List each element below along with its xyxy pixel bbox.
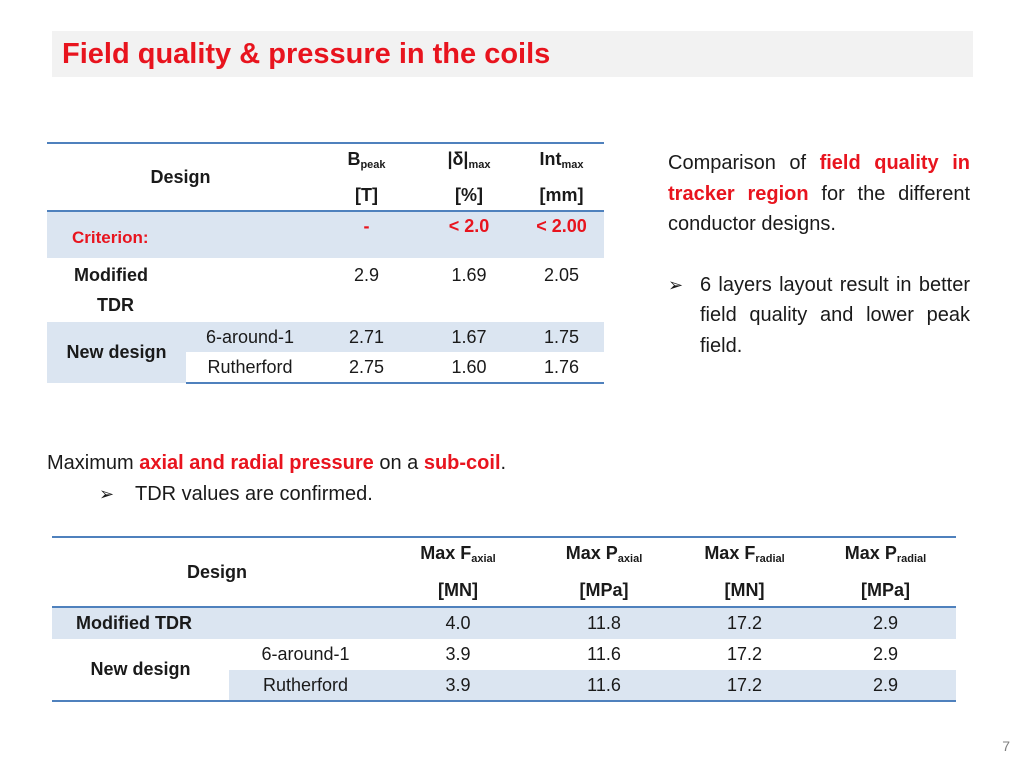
bullet-point: ➢ 6 layers layout result in better field… — [668, 270, 970, 362]
table-cell: 1.75 — [543, 326, 580, 347]
pressure-sentence: Maximum axial and radial pressure on a s… — [47, 452, 507, 474]
table-cell: 2.71 — [348, 326, 385, 347]
bullet-point: ➢ TDR values are confirmed. — [47, 479, 506, 510]
table-cell: 3.9 — [382, 670, 534, 702]
table-cell: 17.2 — [726, 644, 763, 664]
page-number: 7 — [1002, 738, 1010, 754]
table-cell: 2.9 — [815, 670, 956, 702]
variant-label: Rutherford — [186, 352, 314, 384]
variant-label: 6-around-1 — [205, 326, 295, 347]
table-cell: 1.67 — [451, 326, 487, 347]
row-label: Modified TDR — [76, 613, 192, 633]
criterion-label: Criterion: — [72, 228, 149, 247]
table-cell: 11.6 — [534, 670, 674, 702]
column-header: |δ|max [%] — [419, 142, 519, 212]
column-header: Bpeak [T] — [314, 142, 419, 212]
column-header: Intmax [mm] — [519, 142, 604, 212]
field-quality-table: Design Bpeak [T] |δ|max [%] Intmax [mm] Cri… — [47, 142, 604, 384]
row-label: New design — [47, 322, 186, 383]
column-header: Max Paxial [MPa] — [534, 536, 674, 608]
table-cell: 2.75 — [314, 352, 419, 384]
table-cell: < 2.00 — [536, 216, 587, 236]
table-cell: 4.0 — [445, 613, 471, 633]
pressure-table: Design Max Faxial [MN] Max Paxial [MPa] Ma… — [52, 536, 956, 702]
table-cell: 1.69 — [451, 265, 487, 285]
table-cell: 2.9 — [872, 613, 899, 633]
arrow-bullet-icon: ➢ — [99, 484, 115, 504]
bullet-text: TDR values are confirmed. — [135, 483, 373, 505]
table-row: New design 6-around-1 3.9 11.6 17.2 2.9 — [52, 639, 956, 702]
criterion-row: Criterion: - < 2.0 < 2.00 — [47, 211, 604, 258]
variant-label: 6-around-1 — [261, 644, 350, 664]
page-title: Field quality & pressure in the coils — [62, 38, 551, 70]
table-header-row: Design Max Faxial [MN] Max Paxial [MPa] Ma… — [52, 536, 956, 608]
variant-label: Rutherford — [229, 670, 382, 702]
design-header: Design — [47, 142, 314, 212]
row-label: New design — [52, 639, 229, 702]
table-cell: 1.60 — [419, 352, 519, 384]
table-cell: 2.9 — [353, 265, 380, 285]
table-row: Rutherford 2.75 1.60 1.76 — [47, 352, 604, 384]
table-cell: 11.6 — [587, 644, 621, 664]
column-header: Max Pradial [MPa] — [815, 536, 956, 608]
title-bar: Field quality & pressure in the coils — [52, 31, 973, 77]
table-header-row: Design Bpeak [T] |δ|max [%] Intmax [mm] — [47, 142, 604, 212]
modified-tdr-row: Modified TDR 4.0 11.8 17.2 2.9 — [52, 607, 956, 639]
design-header: Design — [52, 536, 382, 608]
side-commentary: Comparison of field quality in tracker r… — [668, 148, 970, 361]
comparison-paragraph: Comparison of field quality in tracker r… — [668, 152, 971, 235]
arrow-bullet-icon: ➢ — [668, 274, 684, 295]
table-cell: < 2.0 — [448, 216, 490, 236]
table-cell: 17.2 — [726, 613, 763, 633]
column-header: Max Faxial [MN] — [382, 536, 534, 608]
pressure-intro: Maximum axial and radial pressure on a s… — [47, 448, 506, 510]
table-row: New design 6-around-1 2.71 1.67 1.75 — [47, 322, 604, 383]
column-header: Max Fradial [MN] — [674, 536, 815, 608]
table-cell: 1.76 — [519, 352, 604, 384]
table-cell: 3.9 — [445, 644, 471, 664]
table-cell: 11.8 — [587, 613, 621, 633]
table-cell: 2.05 — [543, 265, 580, 285]
modified-tdr-row: Modified TDR 2.9 1.69 2.05 — [47, 258, 604, 322]
bullet-text: 6 layers layout result in better field q… — [700, 273, 970, 357]
table-cell: - — [363, 216, 370, 236]
table-cell: 2.9 — [872, 644, 899, 664]
row-label: Modified TDR — [74, 265, 148, 315]
table-cell: 17.2 — [674, 670, 815, 702]
